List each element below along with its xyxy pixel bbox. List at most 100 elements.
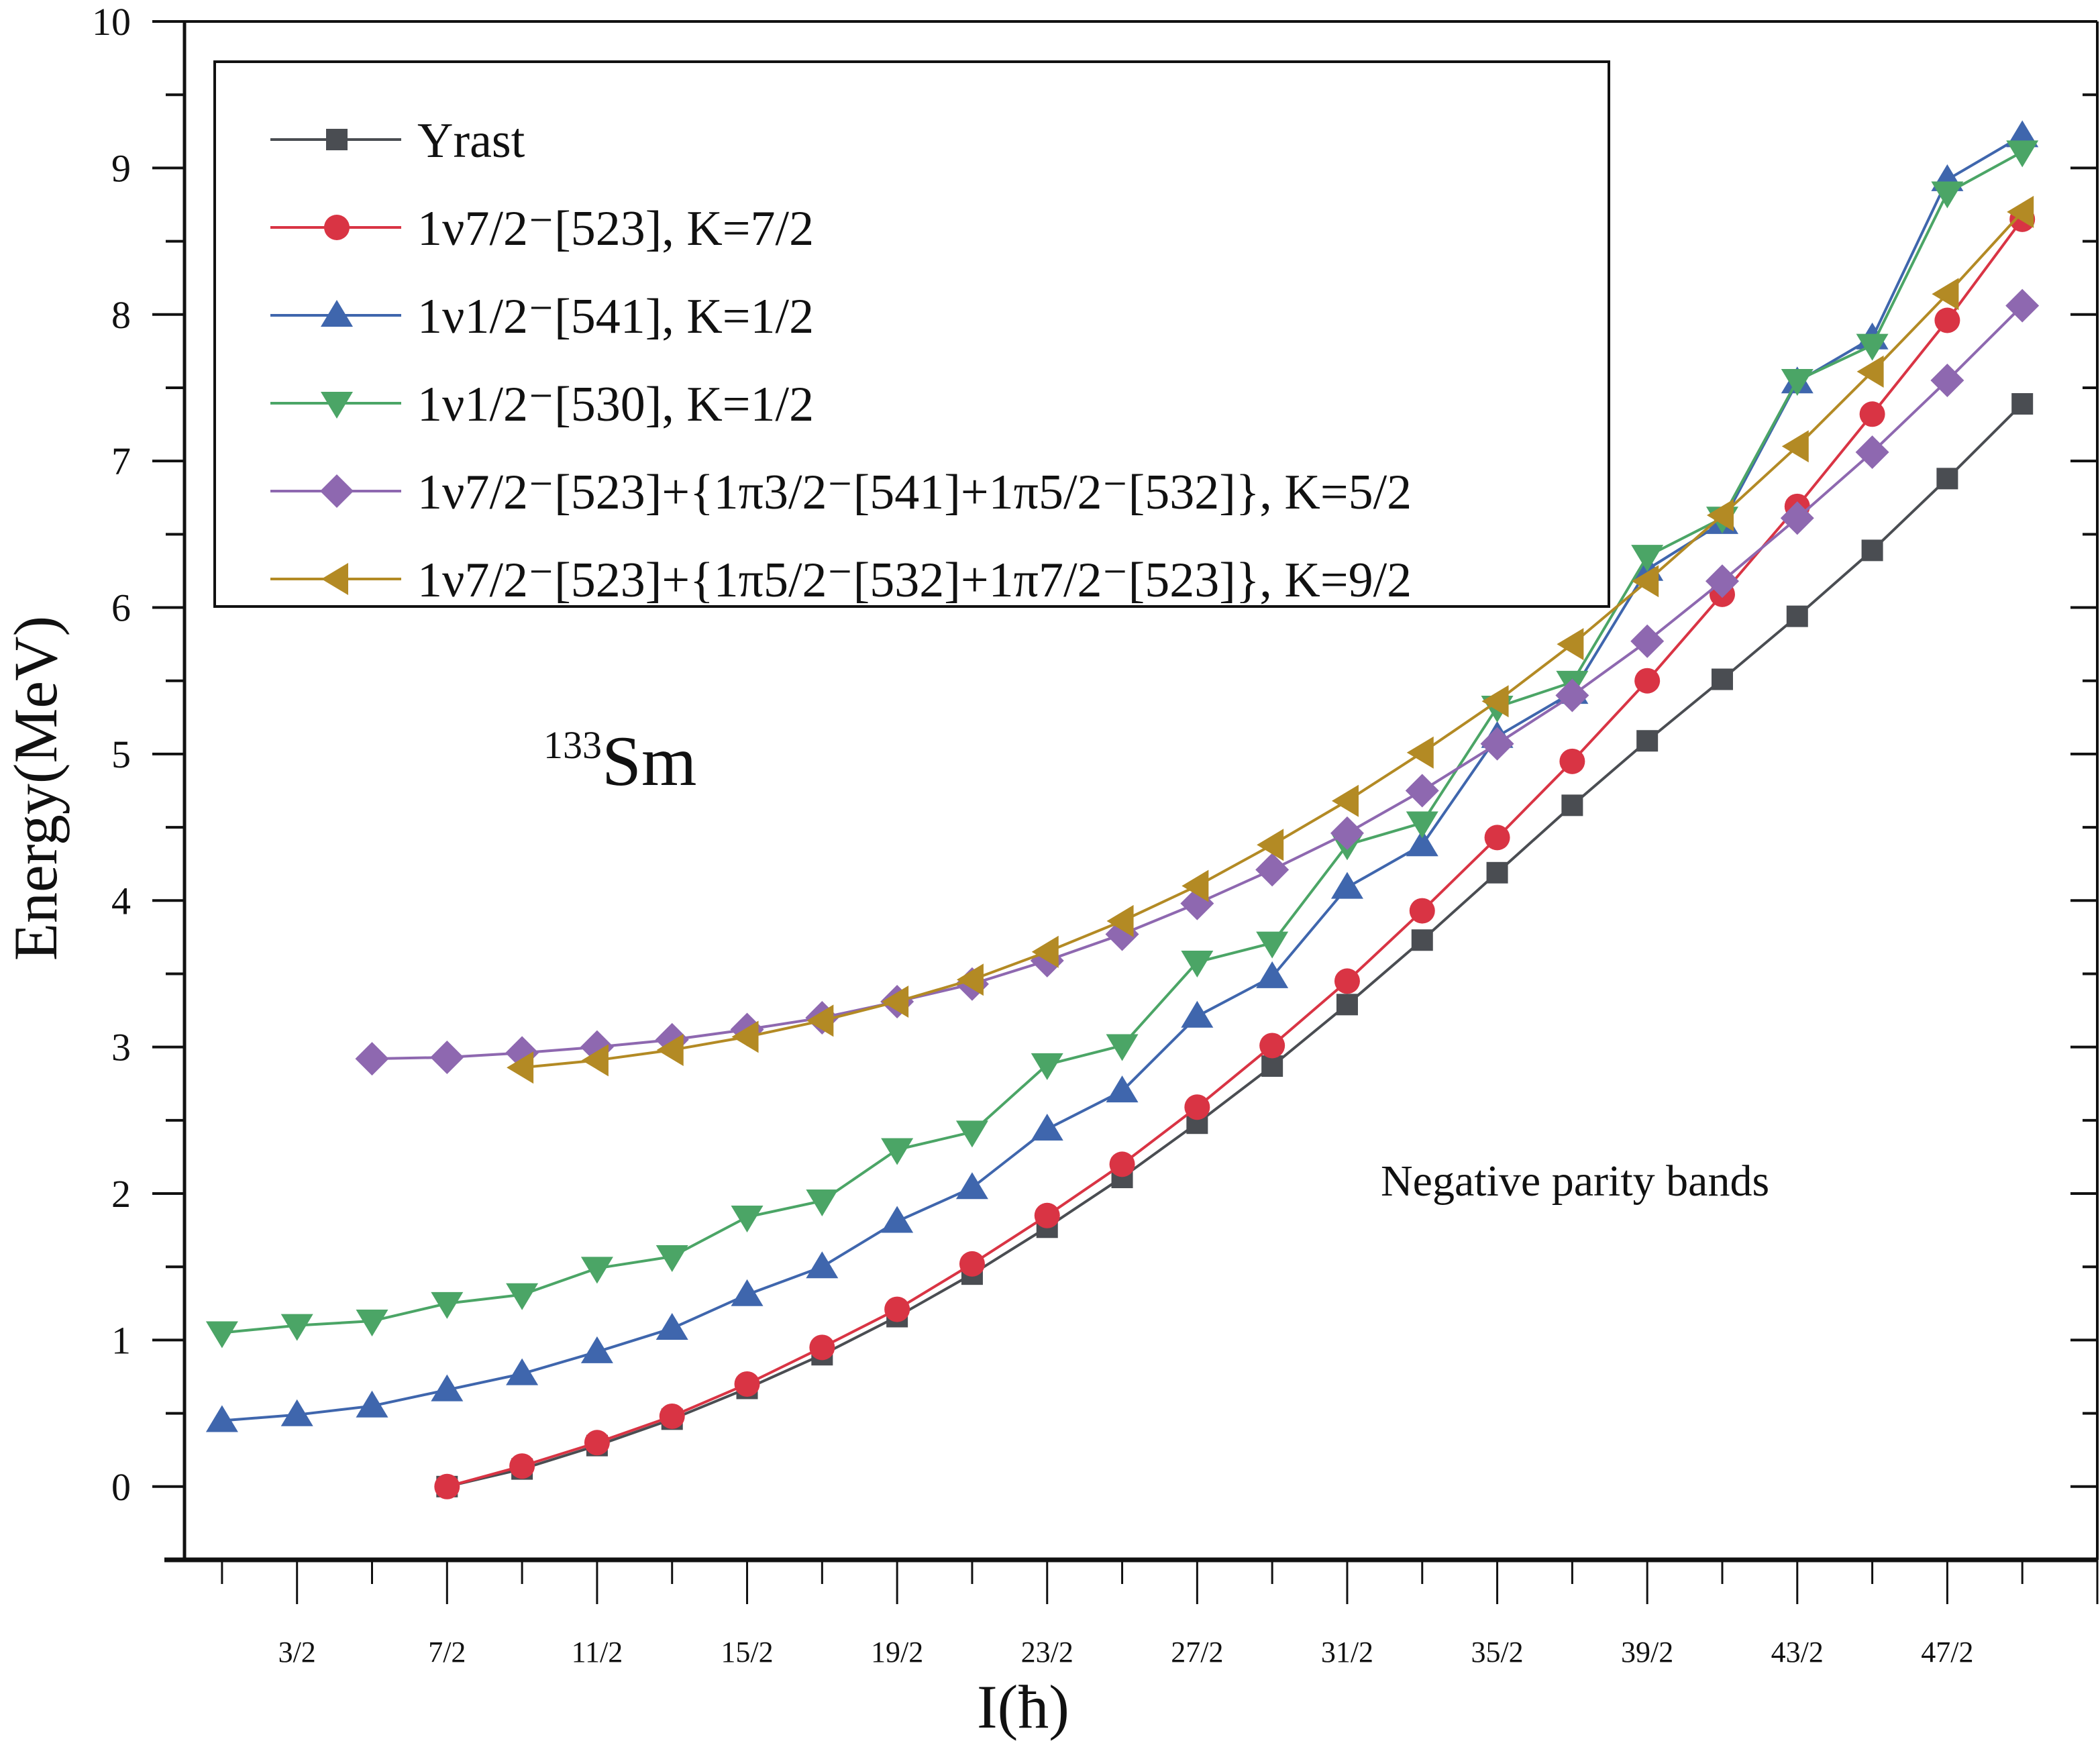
data-point <box>1484 825 1510 851</box>
data-point <box>1705 564 1739 598</box>
data-point <box>731 1279 764 1306</box>
data-point <box>1486 861 1508 884</box>
x-tick-label: 39/2 <box>1621 1636 1673 1669</box>
x-tick-label: 11/2 <box>572 1636 623 1669</box>
data-point <box>1932 278 1959 311</box>
data-point <box>1781 369 1814 397</box>
data-point <box>580 1336 613 1363</box>
data-point <box>1856 333 1889 361</box>
data-point <box>1632 565 1659 598</box>
x-tick-label: 35/2 <box>1471 1636 1523 1669</box>
data-point <box>1106 1075 1139 1103</box>
series-layer <box>205 120 2040 1499</box>
legend-marker <box>324 215 350 240</box>
data-point <box>1031 935 1059 968</box>
legend-label: 1ν7/2⁻[523], K=7/2 <box>417 201 814 256</box>
data-point <box>1256 961 1289 988</box>
data-point <box>1334 968 1360 994</box>
data-point <box>509 1453 535 1479</box>
data-point <box>1856 355 1884 388</box>
data-point <box>1936 468 1958 490</box>
x-tick-label: 31/2 <box>1321 1636 1373 1669</box>
data-point <box>806 1189 839 1216</box>
data-point <box>1634 668 1661 694</box>
legend-label: Yrast <box>417 113 525 168</box>
y-tick-label: 10 <box>92 0 131 44</box>
data-point <box>1330 816 1364 850</box>
legend-label: 1ν7/2⁻[523]+{1π5/2⁻[532]+1π7/2⁻[523]}, K… <box>417 553 1412 608</box>
mass-number: 133 <box>543 723 602 767</box>
data-point <box>1630 624 1665 658</box>
data-point <box>1931 181 1964 209</box>
y-tick-label: 8 <box>111 293 131 337</box>
axes: 0 1 2 3 4 5 6 7 8 9 10 3/2 7/2 11/2 15/2 19/2 23/2 27/2 31… <box>92 0 2099 1669</box>
data-point <box>731 1020 759 1053</box>
data-point <box>430 1040 464 1074</box>
y-axis-label: Energy(MeV) <box>1 616 70 961</box>
data-point <box>2005 288 2040 323</box>
data-point <box>1106 904 1134 937</box>
data-point <box>1636 730 1659 752</box>
data-point <box>1934 307 1960 333</box>
data-point <box>1411 929 1433 951</box>
legend-marker <box>321 392 353 419</box>
data-point <box>809 1334 835 1361</box>
y-tick-label: 0 <box>111 1465 131 1509</box>
data-point <box>881 1138 914 1165</box>
data-point <box>506 1283 539 1310</box>
data-point <box>356 1390 388 1418</box>
data-point <box>881 1206 914 1233</box>
x-tick-label: 19/2 <box>871 1636 923 1669</box>
data-point <box>1555 678 1589 712</box>
data-point <box>506 1358 539 1385</box>
data-point <box>959 1251 985 1277</box>
legend-marker <box>321 300 353 327</box>
data-point <box>1257 829 1284 861</box>
y-tick-label: 2 <box>111 1172 131 1216</box>
data-point <box>955 1172 988 1200</box>
y-tick-label: 1 <box>111 1318 131 1362</box>
data-point <box>1031 1053 1063 1080</box>
legend-label: 1ν1/2⁻[541], K=1/2 <box>417 289 814 344</box>
data-point <box>434 1473 460 1499</box>
data-point <box>431 1374 464 1402</box>
x-tick-label: 27/2 <box>1171 1636 1223 1669</box>
data-point <box>1780 501 1814 535</box>
data-point <box>431 1291 464 1319</box>
legend-label: 1ν1/2⁻[530], K=1/2 <box>417 377 814 432</box>
data-point <box>656 1034 684 1067</box>
data-point <box>1405 774 1439 808</box>
data-point <box>1855 435 1889 470</box>
data-point <box>1031 1113 1063 1141</box>
data-point <box>1481 685 1509 718</box>
data-point <box>205 1321 238 1349</box>
data-point <box>1406 736 1434 769</box>
y-tick-label: 3 <box>111 1026 131 1069</box>
x-tick-label: 23/2 <box>1021 1636 1073 1669</box>
data-point <box>2007 195 2034 228</box>
data-point <box>1561 794 1583 816</box>
data-point <box>1406 811 1438 839</box>
data-point <box>507 1051 534 1084</box>
data-point <box>205 1405 238 1432</box>
data-point <box>580 1257 613 1284</box>
y-tick-label: 5 <box>111 733 131 776</box>
data-point <box>1259 1033 1285 1059</box>
data-point <box>1557 628 1584 661</box>
data-point <box>1336 994 1358 1016</box>
data-point <box>1184 1094 1210 1120</box>
x-tick-label: 7/2 <box>428 1636 466 1669</box>
data-point <box>280 1314 313 1341</box>
x-axis-label: I(ħ) <box>977 1673 1069 1741</box>
data-point <box>1106 1034 1139 1061</box>
data-point <box>731 1205 764 1232</box>
x-tick-label: 43/2 <box>1771 1636 1824 1669</box>
data-point <box>806 1251 839 1279</box>
data-point <box>1786 605 1808 627</box>
data-point <box>1409 898 1435 924</box>
legend-marker <box>326 129 348 150</box>
legend-box <box>213 60 1610 608</box>
legend-item: 1ν7/2⁻[523], K=7/2 <box>270 201 814 256</box>
data-point <box>1181 951 1214 978</box>
